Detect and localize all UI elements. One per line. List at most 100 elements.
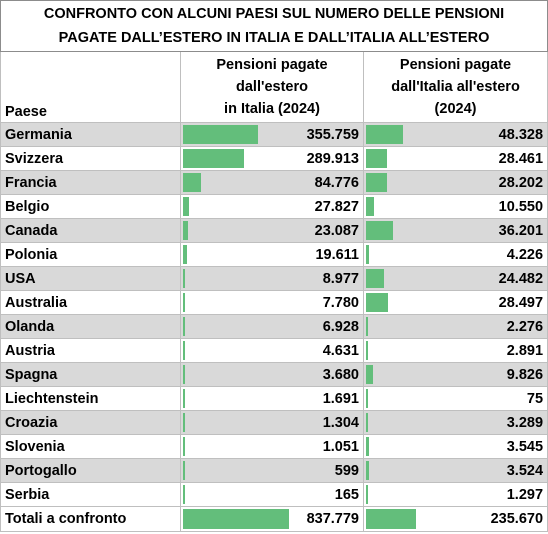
country-cell: Svizzera [0,146,181,171]
col2-bar [366,125,403,144]
header-col2-line2: dall'Italia all'estero [391,79,520,95]
header-col2-line3: (2024) [434,101,477,117]
col1-value: 1.304 [322,414,359,431]
col1-bar [183,389,185,408]
table-row: Germania 355.759 48.328 [0,122,548,147]
col1-value: 27.827 [314,198,359,215]
title-line-2: PAGATE DALL’ESTERO IN ITALIA E DALL’ITAL… [58,30,490,46]
col1-cell: 355.759 [180,122,364,147]
col2-bar [366,269,384,288]
col1-cell: 27.827 [180,194,364,219]
col2-bar [366,461,369,480]
col1-bar [183,341,185,360]
title-line-1: CONFRONTO CON ALCUNI PAESI SUL NUMERO DE… [43,6,505,22]
col1-bar [183,293,185,312]
col1-cell: 1.691 [180,386,364,411]
col2-bar [366,413,368,432]
header-col1: Pensioni pagate dall'estero in Italia (2… [180,51,364,123]
country-cell: Olanda [0,314,181,339]
col1-value: 165 [334,486,359,503]
col1-cell: 1.304 [180,410,364,435]
col1-bar [183,149,244,168]
col1-bar [183,245,187,264]
col1-bar [183,221,188,240]
country-cell: Spagna [0,362,181,387]
country-cell: Serbia [0,482,181,507]
total-col1-bar [183,509,289,529]
col2-value: 28.497 [498,294,544,311]
table-row: Serbia 165 1.297 [0,482,548,507]
col2-cell: 48.328 [362,122,548,147]
country-cell: Francia [0,170,181,195]
col1-value: 7.780 [322,294,359,311]
table-row: Belgio 27.827 10.550 [0,194,548,219]
country-cell: Austria [0,338,181,363]
table-row: Spagna 3.680 9.826 [0,362,548,387]
country-cell: Canada [0,218,181,243]
header-col1-line2: dall'estero [236,79,308,95]
total-col2-value: 235.670 [490,511,544,527]
col1-cell: 1.051 [180,434,364,459]
col2-bar [366,173,387,192]
col1-cell: 289.913 [180,146,364,171]
col2-value: 24.482 [498,270,544,287]
col2-bar [366,317,368,336]
table-row: Canada 23.087 36.201 [0,218,548,243]
col1-bar [183,485,185,504]
col1-bar [183,461,185,480]
table-row: Olanda 6.928 2.276 [0,314,548,339]
col1-bar [183,365,185,384]
total-col1-value: 837.779 [306,511,359,527]
country-cell: Croazia [0,410,181,435]
col2-bar [366,389,368,408]
country-cell: Slovenia [0,434,181,459]
col2-value: 1.297 [506,486,544,503]
col1-value: 4.631 [322,342,359,359]
col1-value: 599 [334,462,359,479]
header-col2: Pensioni pagate dall'Italia all'estero (… [362,51,548,123]
col2-bar [366,197,374,216]
col2-cell: 3.524 [362,458,548,483]
col1-value: 355.759 [306,126,359,143]
country-cell: Portogallo [0,458,181,483]
table-row: Liechtenstein 1.691 75 [0,386,548,411]
col1-cell: 84.776 [180,170,364,195]
col2-cell: 75 [362,386,548,411]
header-row: Paese Pensioni pagate dall'estero in Ita… [0,51,548,123]
col2-cell: 4.226 [362,242,548,267]
col1-value: 289.913 [306,150,359,167]
col1-value: 8.977 [322,270,359,287]
col1-value: 84.776 [314,174,359,191]
col2-bar [366,293,388,312]
col2-value: 9.826 [506,366,544,383]
col2-value: 28.202 [498,174,544,191]
col2-bar [366,221,393,240]
col1-bar [183,269,185,288]
col2-cell: 24.482 [362,266,548,291]
table-row: USA 8.977 24.482 [0,266,548,291]
total-col2-cell: 235.670 [362,506,548,532]
table-row: Slovenia 1.051 3.545 [0,434,548,459]
col2-cell: 3.545 [362,434,548,459]
col1-cell: 599 [180,458,364,483]
col2-cell: 9.826 [362,362,548,387]
col1-value: 19.611 [315,246,359,263]
table-row: Svizzera 289.913 28.461 [0,146,548,171]
col2-cell: 3.289 [362,410,548,435]
total-label: Totali a confronto [0,506,181,532]
country-cell: Liechtenstein [0,386,181,411]
col1-value: 3.680 [322,366,359,383]
header-col1-line3: in Italia (2024) [224,101,320,117]
col2-value: 2.276 [506,318,544,335]
table-row: Polonia 19.611 4.226 [0,242,548,267]
col2-value: 2.891 [506,342,544,359]
col1-bar [183,317,185,336]
col2-cell: 10.550 [362,194,548,219]
col1-value: 1.051 [322,438,359,455]
total-col2-bar [366,509,416,529]
country-cell: Germania [0,122,181,147]
header-col1-line1: Pensioni pagate [216,57,328,73]
col1-value: 6.928 [322,318,359,335]
table-row: Portogallo 599 3.524 [0,458,548,483]
col2-value: 10.550 [498,198,544,215]
